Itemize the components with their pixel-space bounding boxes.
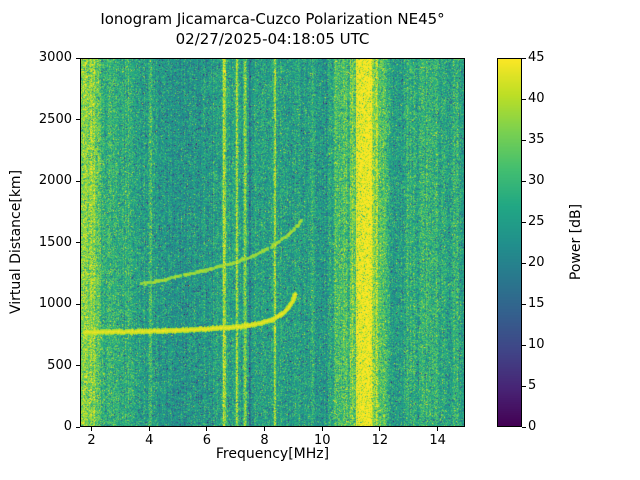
x-tick-mark [437, 427, 439, 431]
y-tick-mark [76, 119, 80, 120]
colorbar-label: Power [dB] [568, 203, 584, 281]
x-axis-label: Frequency[MHz] [215, 446, 330, 462]
colorbar-tick-mark [522, 221, 526, 223]
chart-title: Ionogram Jicamarca-Cuzco Polarization NE… [100, 10, 445, 28]
y-tick-label: 500 [47, 357, 72, 373]
colorbar-tick-mark [522, 303, 526, 305]
x-tick-label: 14 [429, 433, 446, 448]
colorbar-tick-mark [522, 139, 526, 141]
colorbar-tick-label: 10 [528, 337, 545, 352]
colorbar-tick-label: 45 [528, 50, 545, 65]
colorbar-tick-label: 40 [528, 91, 545, 106]
x-tick-label: 2 [87, 433, 96, 448]
x-tick-label: 6 [202, 433, 212, 448]
colorbar-tick-mark [522, 344, 526, 346]
x-tick-mark [379, 427, 381, 431]
x-tick-mark [148, 427, 150, 431]
chart-title-block: Ionogram Jicamarca-Cuzco Polarization NE… [80, 10, 465, 49]
colorbar-tick-mark [522, 98, 526, 100]
colorbar-tick-mark [522, 180, 526, 182]
y-tick-mark [76, 57, 80, 59]
y-tick-label: 3000 [38, 50, 72, 65]
colorbar-tick-label: 15 [528, 296, 545, 311]
y-tick-label: 0 [63, 419, 72, 434]
x-tick-label: 12 [371, 433, 389, 448]
colorbar-tick-mark [522, 385, 526, 387]
y-tick-mark [76, 180, 80, 182]
x-tick-label: 10 [313, 433, 331, 448]
colorbar-gradient [497, 58, 522, 427]
y-tick-label: 1500 [38, 234, 72, 250]
y-axis-label: Virtual Distance[km] [8, 169, 24, 315]
x-tick-mark [91, 427, 93, 431]
colorbar-tick-label: 35 [528, 132, 545, 147]
ionogram-heatmap [80, 58, 465, 427]
x-tick-label: 4 [145, 433, 154, 448]
y-tick-mark [76, 242, 80, 243]
colorbar-tick-mark [522, 57, 526, 59]
y-tick-mark [76, 365, 80, 366]
chart-subtitle: 02/27/2025-04:18:05 UTC [175, 29, 370, 48]
colorbar-tick-label: 0 [528, 419, 537, 434]
x-tick-mark [321, 427, 323, 431]
y-tick-label: 1000 [38, 296, 72, 311]
colorbar-tick-label: 5 [528, 378, 537, 393]
x-tick-label: 8 [260, 433, 269, 448]
y-tick-mark [76, 303, 80, 305]
colorbar-tick-label: 30 [528, 173, 545, 188]
x-tick-mark [264, 427, 266, 431]
colorbar-tick-mark [522, 426, 526, 428]
x-tick-mark [206, 427, 208, 431]
colorbar-tick-label: 20 [528, 255, 545, 270]
colorbar-tick-mark [522, 262, 526, 264]
y-tick-label: 2000 [38, 173, 72, 188]
y-tick-mark [76, 426, 80, 428]
y-tick-label: 2500 [38, 111, 72, 127]
colorbar-tick-label: 25 [528, 214, 545, 229]
